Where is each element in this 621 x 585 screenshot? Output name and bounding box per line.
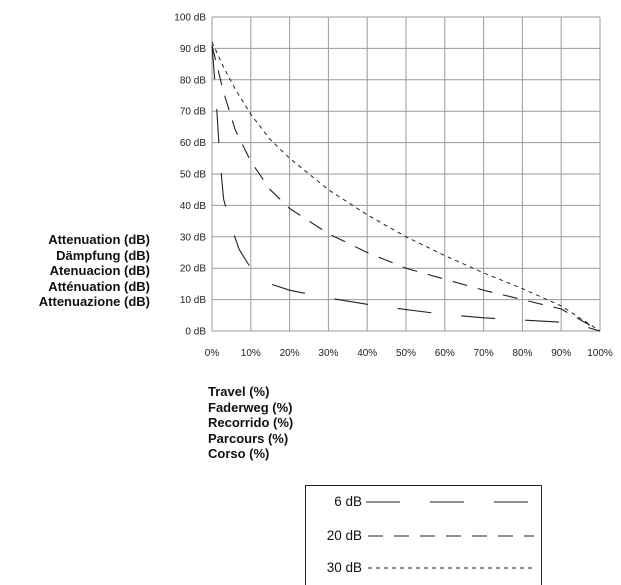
y-tick-label: 0 dB: [185, 327, 206, 338]
y-axis-label-line: Atténuation (dB): [48, 278, 150, 294]
x-tick-label: 100%: [587, 348, 613, 359]
chart-series: [211, 41, 601, 332]
y-tick-label: 50 dB: [180, 170, 206, 181]
y-tick-label: 60 dB: [180, 138, 206, 149]
y-axis-label-line: Atenuacion (dB): [49, 263, 150, 278]
y-axis-label-line: Attenuazione (dB): [38, 294, 150, 309]
x-axis-label-line: Faderweg (%): [208, 399, 293, 415]
legend-swatch-dotted: [368, 567, 534, 569]
chart-legend: 6 dB 20 dB 30 dB: [305, 485, 542, 585]
series-line-6-db: [211, 45, 601, 332]
y-tick-label: 10 dB: [180, 295, 206, 306]
y-axis-label-line: Dämpfung (dB): [56, 247, 150, 263]
x-axis-label-line: Corso (%): [208, 446, 270, 461]
x-tick-label: 40%: [357, 348, 377, 359]
x-tick-label: 60%: [435, 348, 455, 359]
y-tick-label: 40 dB: [180, 201, 206, 212]
y-tick-label: 70 dB: [180, 107, 206, 118]
legend-swatch-long-dash: [366, 501, 534, 503]
x-axis-label-line: Travel (%): [208, 384, 270, 399]
y-axis-ticks: 0 dB 10 dB 20 dB 30 dB 40 dB 50 dB 60 dB 70 dB 8…: [174, 13, 206, 338]
series-line-20-db: [211, 45, 601, 332]
y-tick-label: 90 dB: [180, 44, 206, 55]
x-tick-label: 20%: [280, 348, 300, 359]
x-tick-label: 70%: [474, 348, 494, 359]
series-line-30-db: [211, 41, 601, 332]
x-tick-label: 30%: [318, 348, 338, 359]
y-tick-label: 100 dB: [174, 13, 206, 24]
x-axis-label: Travel (%) Faderweg (%) Recorrido (%) Pa…: [208, 384, 293, 462]
y-axis-label: Attenuation (dB) Dämpfung (dB) Atenuacio…: [0, 232, 150, 310]
legend-label: 6 dB: [334, 494, 362, 509]
attenuation-chart: 0 dB 10 dB 20 dB 30 dB 40 dB 50 dB 60 dB 70 dB 8…: [174, 13, 613, 360]
x-axis-ticks: 0% 10% 20% 30% 40% 50% 60% 70% 80% 90% 100%: [205, 348, 613, 359]
x-tick-label: 10%: [241, 348, 261, 359]
legend-label: 20 dB: [326, 528, 362, 543]
x-axis-label-line: Recorrido (%): [208, 415, 294, 430]
y-tick-label: 30 dB: [180, 232, 206, 243]
legend-swatch-dashed: [368, 535, 534, 537]
legend-entry: 6 dB: [306, 490, 541, 514]
y-tick-label: 80 dB: [180, 75, 206, 86]
x-tick-label: 50%: [396, 348, 416, 359]
legend-label: 30 dB: [326, 560, 362, 575]
x-tick-label: 0%: [205, 348, 220, 359]
chart-grid: [211, 16, 601, 332]
x-axis-label-line: Parcours (%): [208, 430, 289, 446]
legend-entry: 30 dB: [306, 556, 541, 580]
x-tick-label: 90%: [551, 348, 571, 359]
x-tick-label: 80%: [512, 348, 532, 359]
y-axis-label-line: Attenuation (dB): [48, 232, 150, 247]
legend-entry: 20 dB: [306, 524, 541, 548]
y-tick-label: 20 dB: [180, 264, 206, 275]
